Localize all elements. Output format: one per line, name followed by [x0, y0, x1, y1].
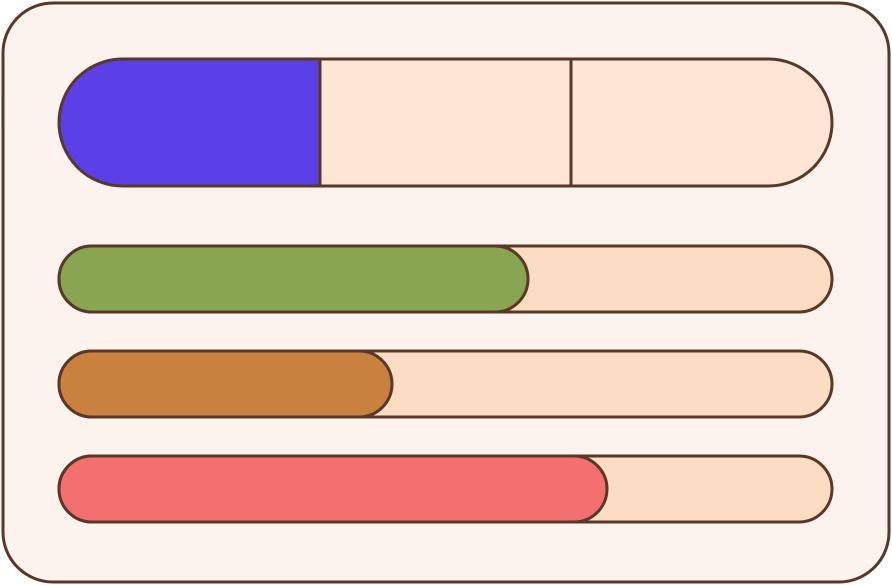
progress-bar: [57, 244, 834, 314]
progress-bar: [57, 349, 834, 419]
segment-active: [59, 59, 320, 186]
progress-bar: [57, 454, 834, 524]
segmented-bar: [57, 57, 834, 188]
progress-fill: [57, 349, 394, 419]
progress-fill: [57, 454, 609, 524]
segment-outline: [57, 57, 834, 188]
progress-fill: [57, 244, 530, 314]
